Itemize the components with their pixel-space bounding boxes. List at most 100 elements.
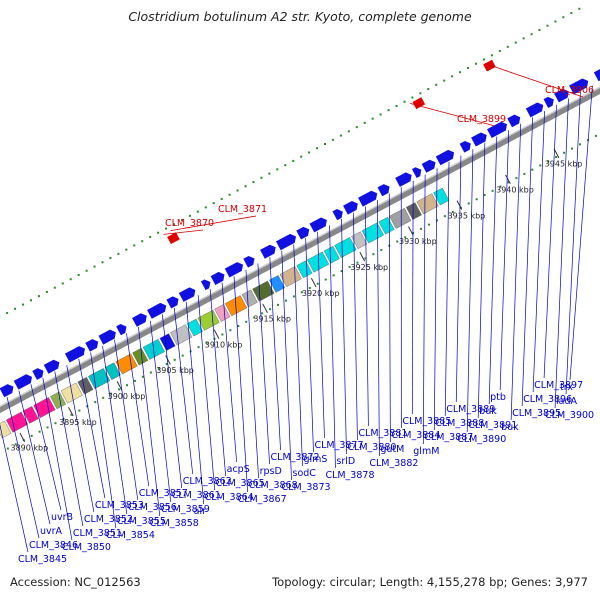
cds-arrow — [13, 374, 32, 390]
gene-connector — [114, 339, 139, 501]
track-dot — [404, 236, 407, 239]
gene-label: ladA — [556, 396, 577, 407]
track-dot — [443, 79, 446, 82]
gene-connector — [532, 111, 545, 393]
kbp-label: 3940 kbp — [496, 185, 534, 194]
track-dot — [483, 194, 486, 197]
track-dot — [69, 278, 72, 281]
gene-connector — [245, 269, 259, 479]
track-dot — [435, 219, 438, 222]
track-dot — [205, 341, 208, 344]
track-dot — [539, 164, 542, 167]
track-dot — [475, 198, 478, 201]
gene-label: CLM_3900 — [545, 410, 594, 421]
track-dot — [482, 58, 485, 61]
track-dot — [173, 223, 176, 226]
gene-labels: CLM_3845 CLM_3846 uvrA uvrB CLM_3850 CLM_3851… — [18, 380, 594, 565]
gene-connector — [150, 320, 172, 503]
track-dot — [260, 176, 263, 179]
track-dot — [101, 261, 104, 264]
rna-label: CLM_3906 — [545, 85, 594, 96]
cds-arrow — [43, 359, 60, 374]
gene-label-connectors — [0, 85, 593, 553]
gene-connector — [257, 263, 270, 465]
cds-arrow — [543, 96, 554, 109]
gene-label: CLM_3887 — [424, 432, 473, 443]
gene-connector — [329, 225, 336, 469]
cds-arrow — [554, 88, 569, 103]
gene-label: CLM_3851 — [73, 528, 122, 539]
gene-connector — [293, 244, 303, 467]
gene-label: CLM_3895 — [512, 408, 561, 419]
gene-label: CLM_3885 — [402, 416, 451, 427]
cds-arrow — [507, 114, 521, 128]
track-dot — [46, 426, 49, 429]
kbp-tick — [116, 381, 123, 391]
gene-label: glmS — [303, 454, 327, 465]
track-dot — [77, 273, 80, 276]
cds-arrow — [210, 271, 225, 285]
track-dot — [292, 295, 295, 298]
kbp-label: 3925 kbp — [350, 263, 388, 272]
rna-feature — [483, 59, 496, 72]
cog-block — [405, 202, 422, 220]
gene-label: CLM_3845 — [18, 554, 67, 565]
gene-label: srlD — [336, 456, 355, 467]
gene-label: CLM_3864 — [205, 492, 254, 503]
track-dot — [29, 299, 32, 302]
cds-arrow — [85, 339, 99, 352]
gene-connector — [281, 250, 292, 481]
track-dot — [229, 329, 232, 332]
track-dot — [180, 219, 183, 222]
gene-connector — [543, 104, 557, 379]
cds-arrow — [32, 368, 44, 380]
gene-label: CLM_3850 — [62, 542, 111, 553]
track-dot — [126, 384, 129, 387]
track-dot — [372, 253, 375, 256]
track-dot — [379, 113, 382, 116]
gene-connector — [521, 117, 533, 407]
track-dot — [61, 282, 64, 285]
gene-connector — [554, 98, 569, 409]
cds-arrow — [593, 69, 600, 82]
gene-label: CLM_3858 — [150, 518, 199, 529]
gene-label: CLM_3867 — [238, 494, 287, 505]
track-dot — [339, 134, 342, 137]
track-dot — [396, 240, 399, 243]
gene-label: CLM_3868 — [249, 480, 298, 491]
cog-block — [296, 260, 313, 279]
track-dot — [363, 121, 366, 124]
track-dot — [220, 197, 223, 200]
gene-label: CLM_3873 — [282, 482, 331, 493]
gene-label: CLM_3865 — [216, 478, 265, 489]
track-dot — [571, 147, 574, 150]
gene-connector — [341, 219, 347, 455]
cds-arrow — [116, 324, 127, 336]
gene-connector — [422, 174, 426, 445]
inner-dotted-track — [6, 134, 597, 450]
backbone-highlight — [0, 86, 600, 408]
track-dot — [507, 181, 510, 184]
kbp-tick — [68, 406, 74, 417]
cog-block — [378, 216, 395, 235]
gene-connector — [78, 358, 106, 499]
track-dot — [102, 396, 105, 399]
outer-dotted-track — [0, 7, 581, 319]
gene-connector — [138, 326, 161, 517]
gene-connector — [317, 231, 325, 439]
cds-arrow — [132, 313, 147, 327]
cds-arrow — [395, 172, 412, 187]
gene-connector — [173, 307, 194, 475]
gene-label: rpsD — [260, 466, 282, 477]
kbp-label: 3910 kbp — [205, 340, 243, 349]
track-dot — [411, 96, 414, 99]
cog-block — [361, 222, 384, 244]
cds-arrow — [377, 184, 390, 197]
gene-connector — [185, 301, 205, 505]
track-dot — [371, 117, 374, 120]
cog-block — [279, 266, 302, 288]
track-dot — [499, 185, 502, 188]
track-dot — [109, 257, 112, 260]
track-dot — [403, 100, 406, 103]
track-dot — [70, 413, 73, 416]
